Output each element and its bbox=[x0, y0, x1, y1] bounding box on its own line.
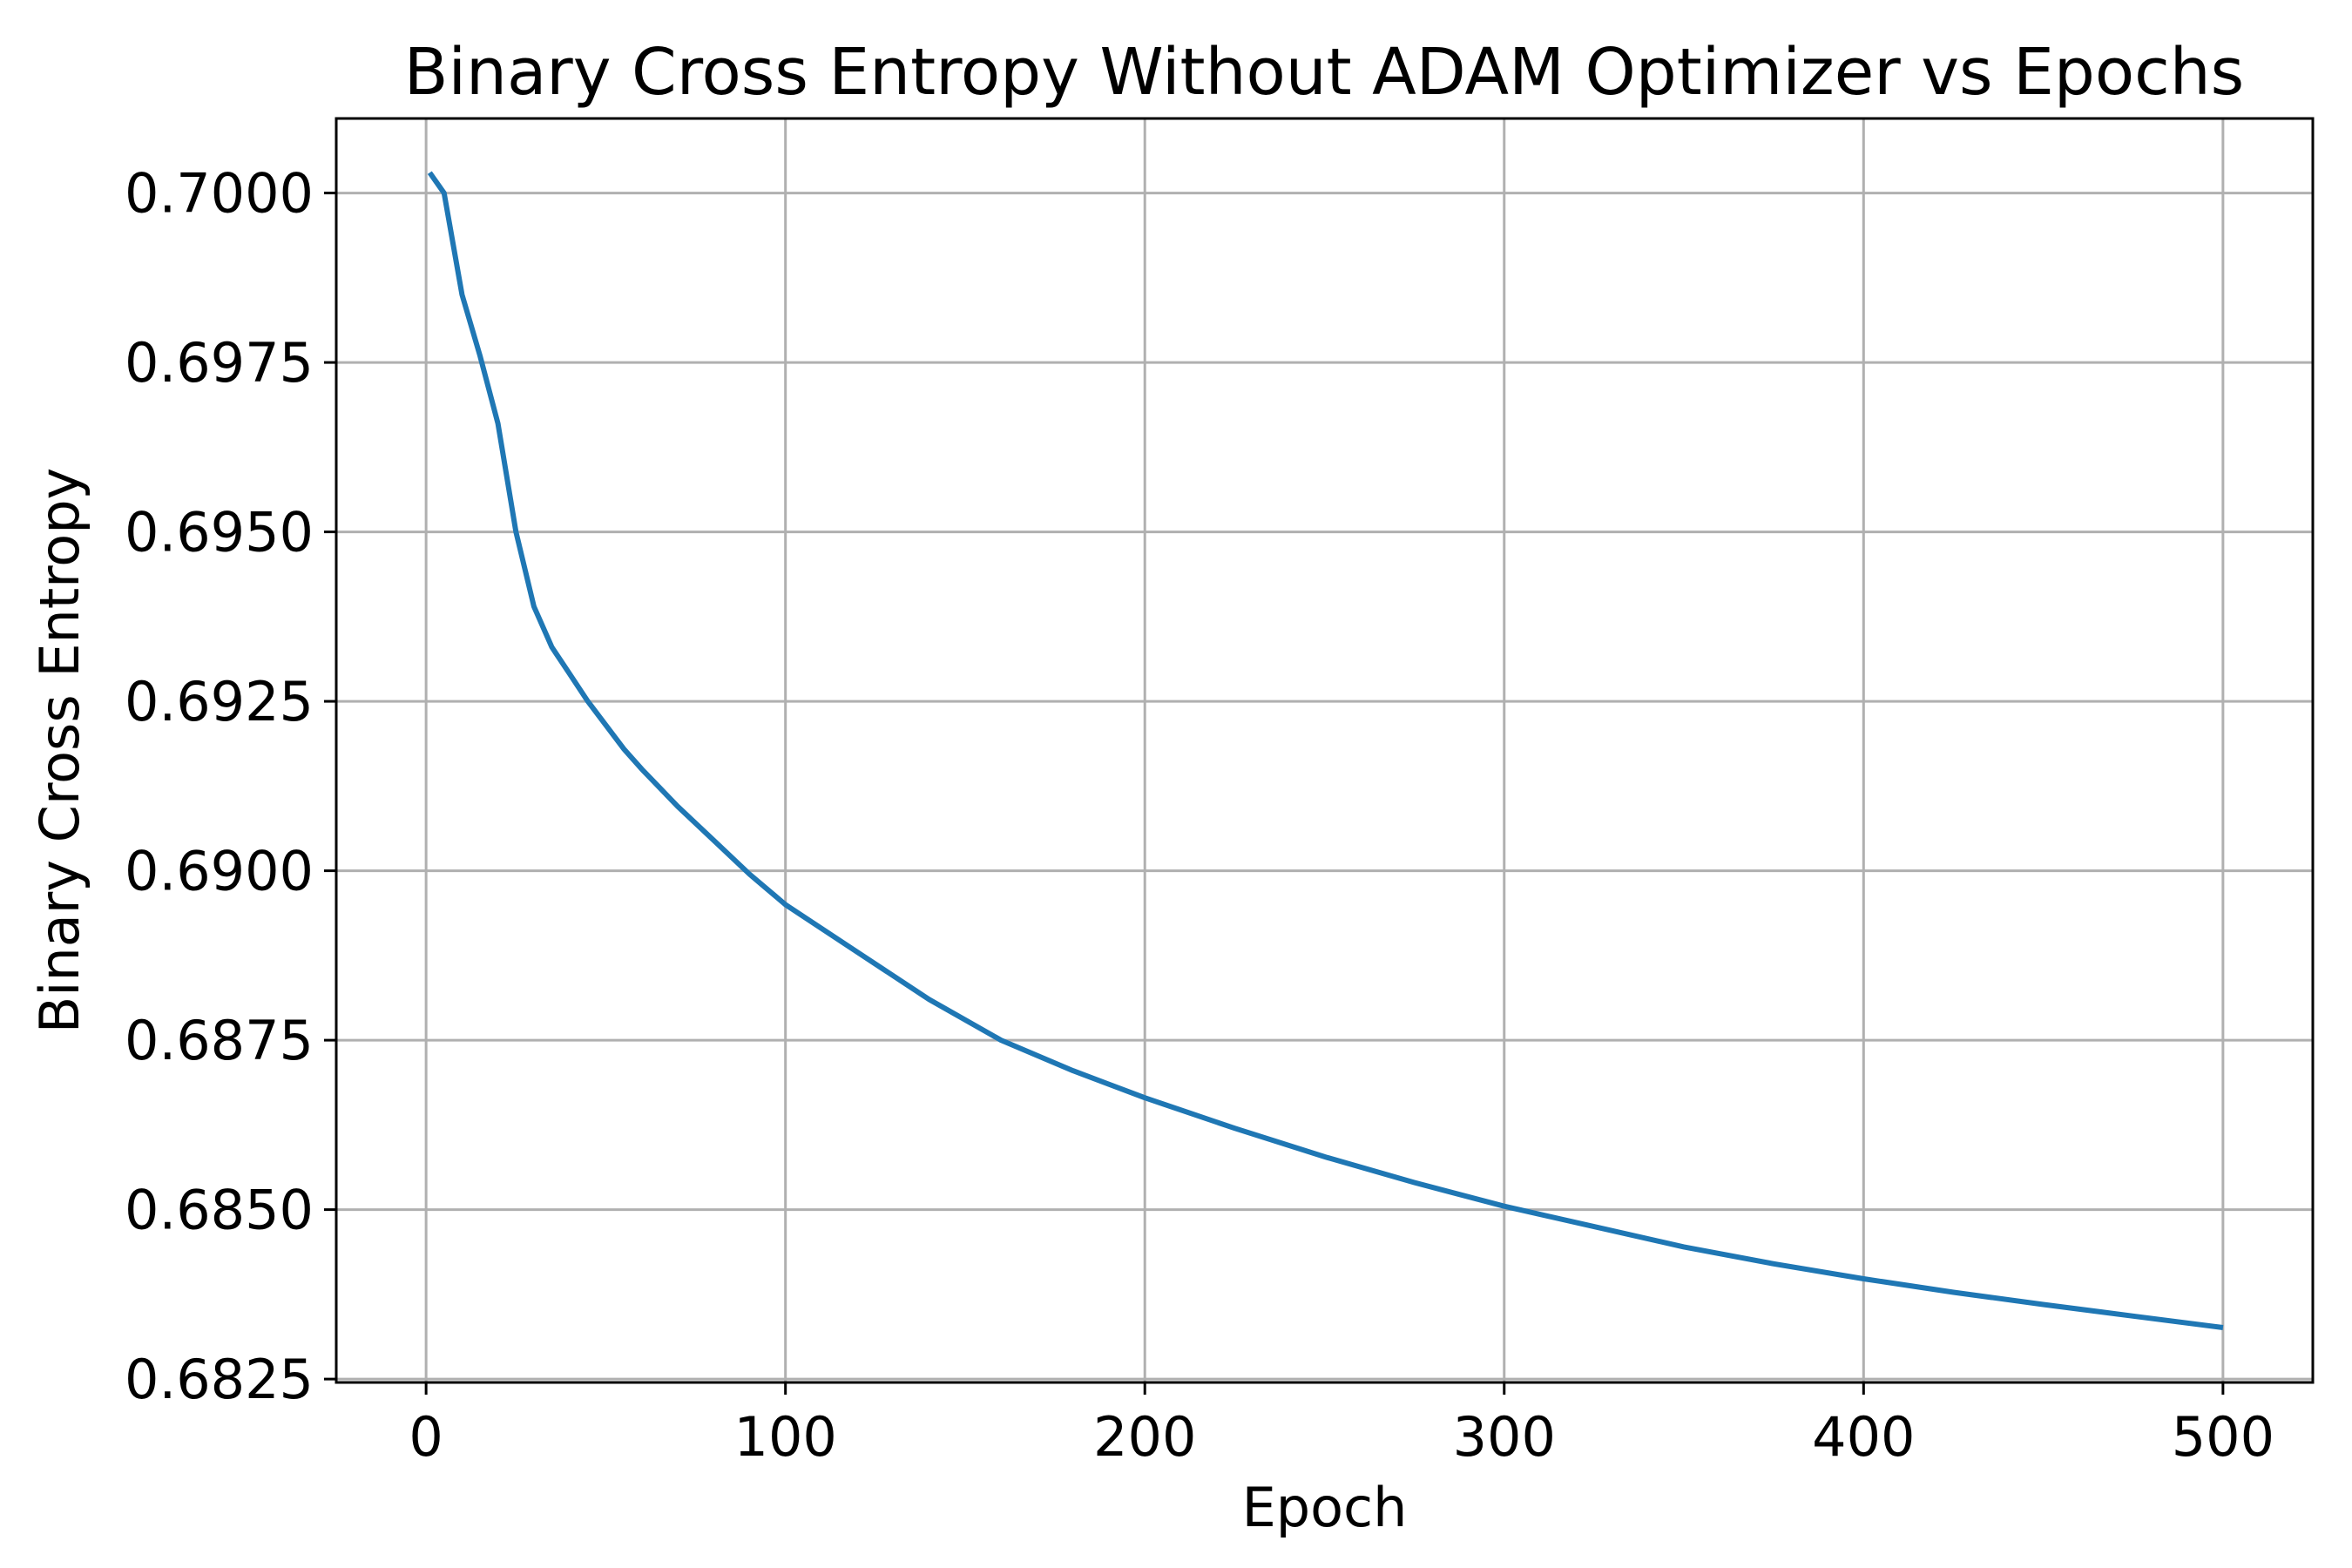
x-tick-label: 100 bbox=[734, 1405, 837, 1469]
y-tick-label: 0.6975 bbox=[125, 331, 314, 395]
y-tick-label: 0.6875 bbox=[125, 1009, 314, 1072]
x-tick-label: 400 bbox=[1812, 1405, 1915, 1469]
y-tick-label: 0.6925 bbox=[125, 670, 314, 733]
y-tick-label: 0.7000 bbox=[125, 162, 314, 226]
y-tick-label: 0.6850 bbox=[125, 1179, 314, 1242]
y-tick-label: 0.6950 bbox=[125, 501, 314, 564]
x-tick-label: 300 bbox=[1453, 1405, 1556, 1469]
y-axis-label: Binary Cross Entropy bbox=[28, 468, 91, 1034]
x-tick-label: 0 bbox=[409, 1405, 443, 1469]
y-tick-label: 0.6825 bbox=[125, 1348, 314, 1411]
x-tick-label: 500 bbox=[2172, 1405, 2274, 1469]
y-tick-label: 0.6900 bbox=[125, 840, 314, 903]
x-axis-label: Epoch bbox=[1242, 1476, 1408, 1539]
series-line-0 bbox=[427, 171, 2224, 1330]
grid-lines bbox=[336, 118, 2313, 1382]
x-axis-ticks: 0 100 200 300 400 500 bbox=[409, 1382, 2274, 1469]
y-axis-ticks: 0.6825 0.6850 0.6875 0.6900 0.6925 0.6950 0.69… bbox=[125, 162, 336, 1411]
x-tick-label: 200 bbox=[1093, 1405, 1196, 1469]
plot-area-frame bbox=[335, 117, 2315, 1384]
chart-title: Binary Cross Entropy Without ADAM Optimi… bbox=[404, 35, 2245, 110]
